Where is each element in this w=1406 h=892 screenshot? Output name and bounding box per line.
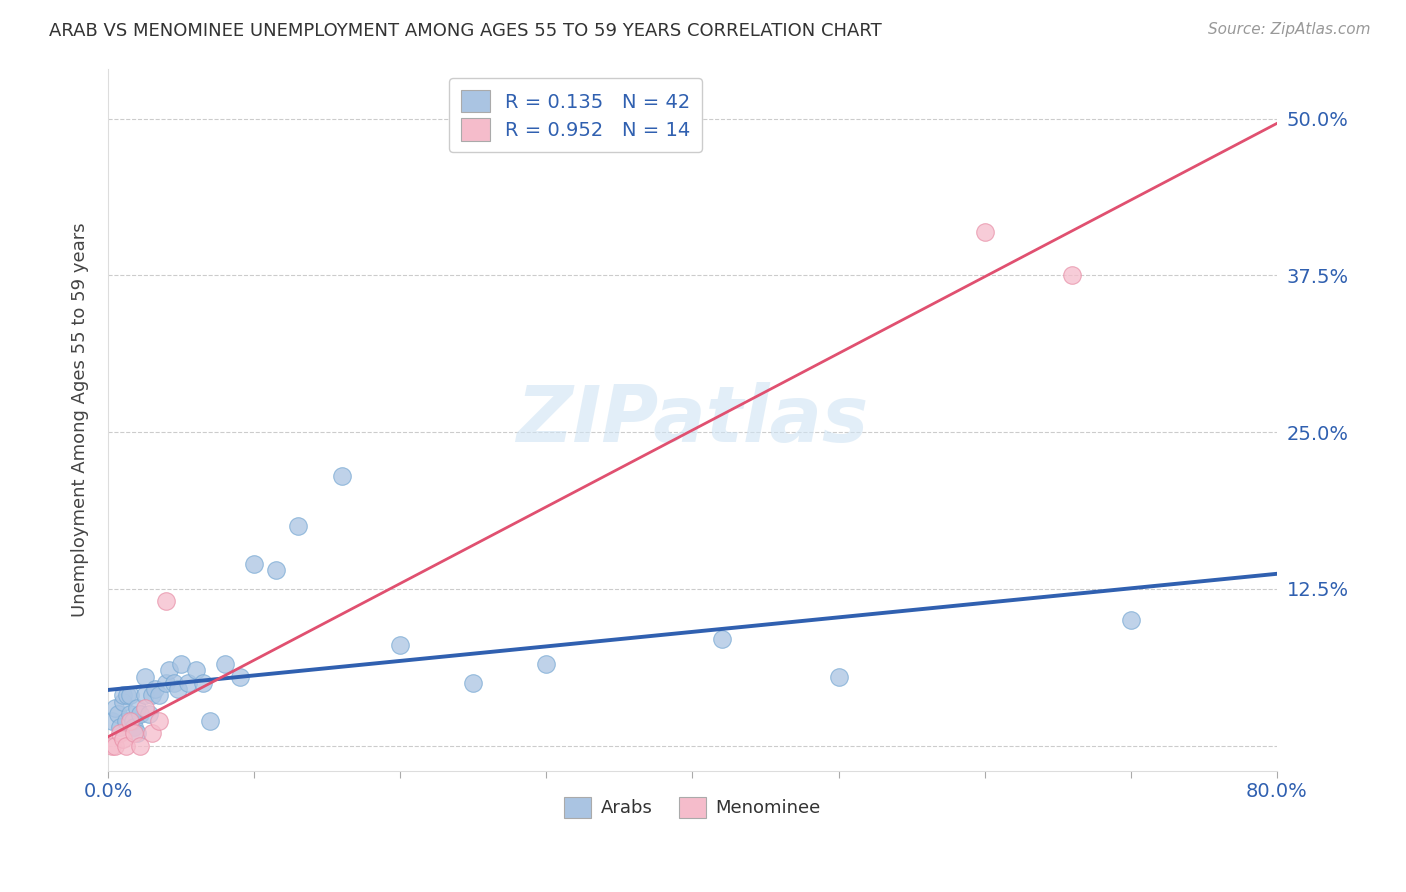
Point (827, 670, 849, 684)
Point (134, 689, 156, 703)
Point (141, 689, 163, 703)
Text: ARAB VS MENOMINEE UNEMPLOYMENT AMONG AGES 55 TO 59 YEARS CORRELATION CHART: ARAB VS MENOMINEE UNEMPLOYMENT AMONG AGE… (49, 22, 882, 40)
Point (191, 676, 214, 690)
Point (1062, 268, 1084, 283)
Point (243, 557, 266, 571)
Point (148, 689, 170, 703)
Point (184, 664, 207, 678)
Point (155, 594, 177, 608)
Point (101, 714, 124, 728)
Point (107, 707, 129, 722)
Point (134, 701, 156, 715)
Point (129, 707, 152, 722)
Point (121, 714, 143, 728)
Text: ZIPatlas: ZIPatlas (516, 382, 869, 458)
Point (214, 657, 236, 672)
Point (143, 682, 166, 697)
Point (115, 689, 138, 703)
Point (124, 726, 146, 740)
Point (129, 739, 152, 753)
Legend: Arabs, Menominee: Arabs, Menominee (557, 789, 828, 825)
Point (536, 657, 558, 672)
Text: Source: ZipAtlas.com: Source: ZipAtlas.com (1208, 22, 1371, 37)
Point (111, 689, 134, 703)
Point (463, 676, 485, 690)
Point (148, 714, 170, 728)
Point (114, 739, 136, 753)
Point (114, 714, 136, 728)
Point (104, 739, 127, 753)
Point (1119, 613, 1142, 627)
Point (124, 720, 146, 734)
Point (101, 739, 124, 753)
Point (710, 632, 733, 646)
Point (118, 689, 141, 703)
Point (177, 676, 200, 690)
Point (104, 701, 127, 715)
Point (287, 519, 309, 533)
Point (108, 726, 131, 740)
Point (163, 676, 186, 690)
Point (118, 714, 141, 728)
Point (111, 732, 134, 747)
Point (228, 670, 250, 684)
Point (108, 720, 131, 734)
Point (155, 676, 177, 690)
Point (127, 726, 149, 740)
Point (264, 563, 287, 577)
Point (157, 664, 180, 678)
Point (170, 657, 193, 672)
Y-axis label: Unemployment Among Ages 55 to 59 years: Unemployment Among Ages 55 to 59 years (72, 222, 89, 617)
Point (389, 638, 412, 652)
Point (200, 714, 222, 728)
Point (127, 701, 149, 715)
Point (118, 707, 141, 722)
Point (138, 707, 160, 722)
Point (141, 726, 163, 740)
Point (330, 469, 353, 483)
Point (167, 682, 190, 697)
Point (134, 670, 156, 684)
Point (111, 695, 134, 709)
Point (973, 225, 995, 239)
